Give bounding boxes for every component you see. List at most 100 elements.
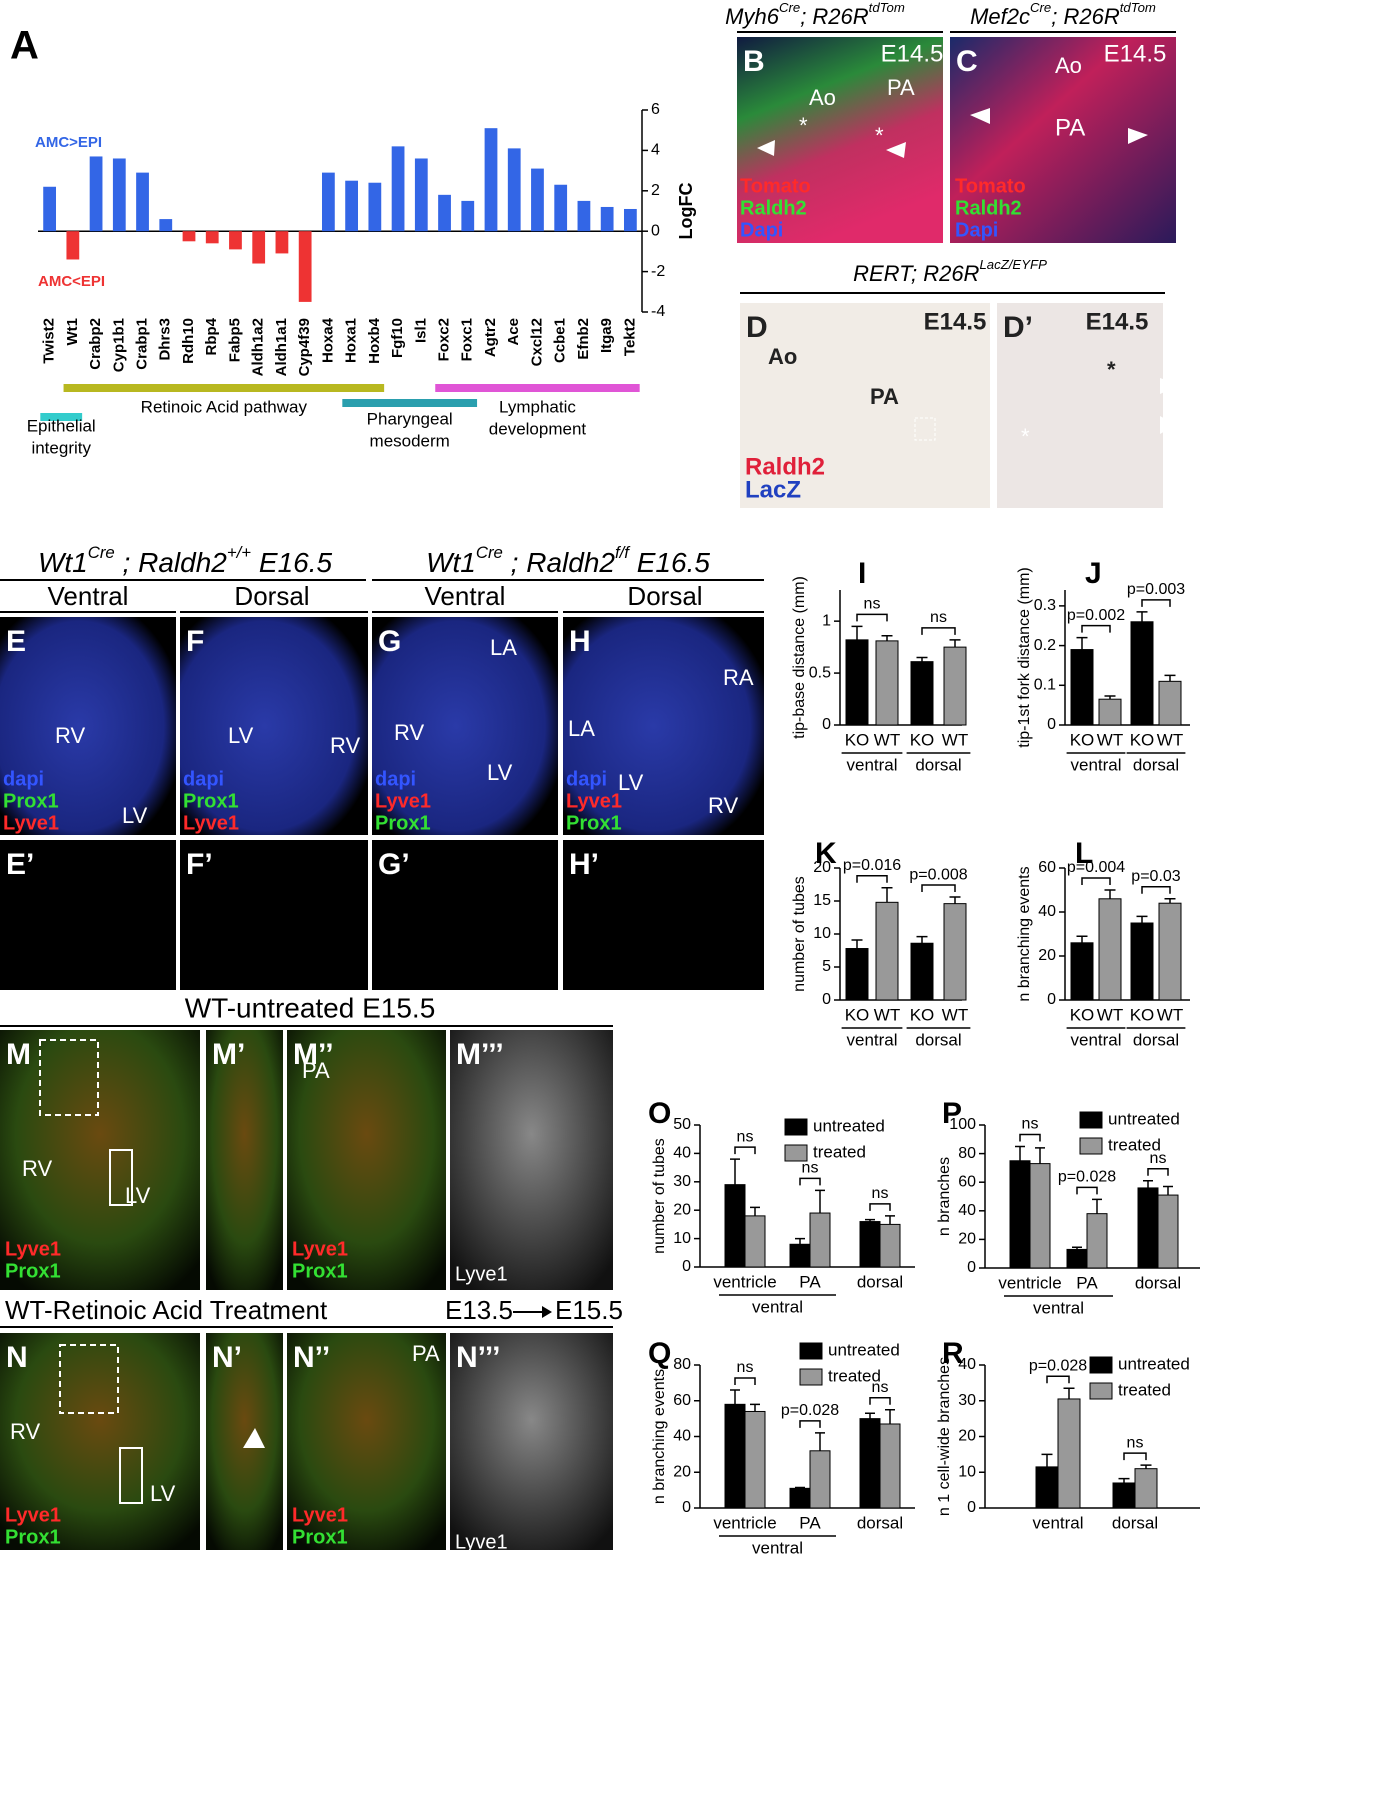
significance-label: ns — [930, 609, 947, 626]
panel-label: Q — [648, 1337, 671, 1370]
error-bar — [750, 1403, 760, 1412]
group-label: dorsal — [915, 755, 961, 774]
y-tick-label: 0 — [682, 1258, 691, 1275]
image-annotation: Prox1 — [183, 790, 239, 812]
image-annotation: PA — [1055, 114, 1085, 141]
micrograph — [740, 303, 990, 508]
group-label: dorsal — [915, 1030, 961, 1049]
bar — [1057, 1398, 1081, 1509]
x-tick-label: KO — [910, 1005, 935, 1024]
image-annotation: Prox1 — [375, 812, 431, 834]
bar — [1130, 922, 1154, 1001]
bar — [1086, 1213, 1108, 1269]
error-bar — [1163, 1185, 1173, 1196]
image-annotation: LA — [490, 635, 517, 660]
error-bar — [851, 939, 863, 949]
panel-label: H — [569, 625, 591, 658]
y-tick-label: 30 — [958, 1392, 976, 1409]
x-tick-label: Fgf10 — [389, 318, 406, 358]
significance-bracket — [1081, 877, 1111, 885]
y-tick-label: 20 — [673, 1463, 691, 1480]
y-tick-label: -4 — [651, 303, 665, 320]
x-tick-label: WT — [1097, 1005, 1123, 1024]
significance-label: p=0.03 — [1131, 868, 1180, 885]
bar — [1134, 1468, 1158, 1509]
micrograph — [563, 617, 764, 835]
significance-bracket — [1076, 1186, 1098, 1195]
bar — [1029, 1163, 1051, 1269]
error-bar — [795, 1486, 805, 1489]
significance-bracket — [856, 613, 888, 622]
y-tick-label: 20 — [813, 859, 831, 876]
error-bar — [1104, 889, 1116, 899]
error-bar — [885, 1215, 895, 1225]
bar — [845, 639, 869, 726]
image-annotation: * — [1107, 357, 1116, 382]
image-annotation: Prox1 — [3, 790, 59, 812]
significance-label: p=0.028 — [1029, 1357, 1087, 1374]
arrowhead — [970, 108, 990, 124]
error-bar — [730, 1158, 740, 1185]
x-tick-label: dorsal — [857, 1272, 903, 1291]
image-annotation: E14.5 — [924, 308, 987, 335]
bar — [391, 146, 405, 232]
error-bar — [916, 656, 928, 662]
y-axis-label: number of tubes — [651, 1138, 668, 1254]
significance-bracket — [869, 1203, 891, 1211]
bar — [229, 231, 242, 250]
image-annotation: RV — [708, 793, 738, 818]
bar — [136, 172, 149, 232]
image-annotation: PA — [302, 1058, 330, 1083]
error-bar — [916, 935, 928, 944]
image-annotation: Ao — [1055, 53, 1082, 78]
legend-swatch — [1089, 1356, 1113, 1374]
error-bar — [949, 639, 961, 648]
error-bar — [1015, 1145, 1025, 1161]
image-annotation: LV — [122, 803, 148, 828]
panel-label: R — [942, 1337, 964, 1370]
image-annotation: Dapi — [955, 219, 998, 241]
pathway-band — [435, 384, 640, 392]
significance-bracket — [1081, 624, 1111, 633]
x-tick-label: WT — [942, 1005, 968, 1024]
legend-label: untreated — [813, 1116, 885, 1135]
header-part: tdTom — [869, 1, 905, 16]
bar — [275, 231, 289, 254]
x-tick-label: Efnb2 — [575, 318, 592, 360]
y-tick-label: 0 — [967, 1259, 976, 1276]
bar — [159, 219, 173, 232]
image-annotation: PA — [870, 384, 899, 409]
bar — [809, 1450, 831, 1509]
significance-label: ns — [1022, 1116, 1039, 1133]
x-tick-label: Hoxa4 — [319, 317, 336, 363]
bar — [298, 231, 312, 302]
pathway-label: mesoderm — [370, 431, 450, 450]
y-tick-label: 60 — [673, 1392, 691, 1409]
bar — [1009, 1160, 1031, 1269]
x-tick-label: Itga9 — [598, 318, 615, 353]
image-annotation: LV — [487, 760, 513, 785]
x-tick-label: dorsal — [857, 1513, 903, 1532]
bar — [910, 942, 934, 1001]
significance-bracket — [1123, 1452, 1147, 1461]
error-bar — [885, 1408, 895, 1424]
bar — [182, 231, 196, 242]
y-tick-label: 6 — [651, 101, 660, 118]
y-axis-label: n 1 cell-wide branches — [936, 1357, 953, 1516]
error-bar — [795, 1237, 805, 1245]
header-part: ; Raldh2 — [503, 547, 615, 578]
x-tick-label: WT — [1157, 730, 1183, 749]
image-annotation: PA — [887, 75, 915, 100]
y-tick-label: 0 — [1047, 716, 1056, 733]
x-tick-label: KO — [1130, 730, 1155, 749]
image-annotation: Lyve1 — [3, 812, 59, 834]
panel-label: I — [858, 557, 866, 590]
section-title: Dorsal — [627, 581, 702, 611]
significance-label: p=0.028 — [781, 1402, 839, 1419]
x-tick-label: dorsal — [1135, 1273, 1181, 1292]
annotation: AMC<EPI — [38, 273, 105, 290]
legend-label: treated — [828, 1366, 881, 1385]
image-annotation: Prox1 — [566, 812, 622, 834]
bar — [724, 1403, 746, 1509]
